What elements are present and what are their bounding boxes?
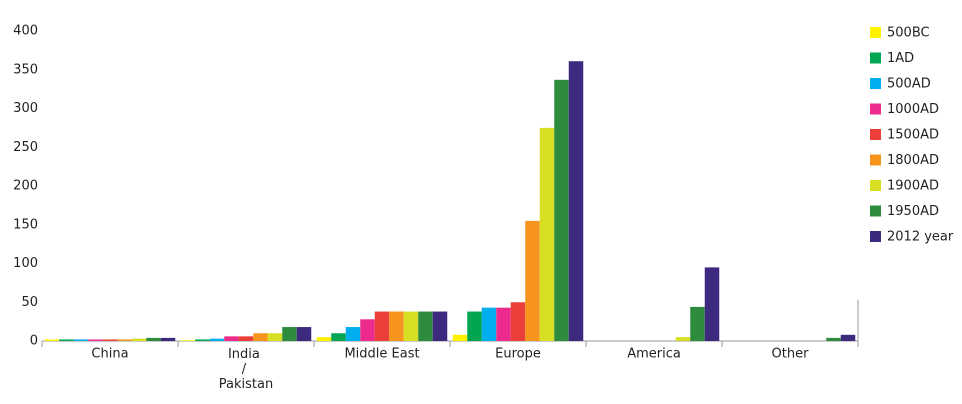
bar — [481, 307, 497, 341]
bar — [418, 311, 433, 341]
legend-label: 500AD — [887, 77, 931, 92]
bar — [316, 337, 332, 341]
bar — [554, 79, 569, 341]
bar — [238, 336, 254, 341]
legend-label: 1000AD — [887, 102, 939, 117]
bar — [568, 61, 584, 341]
legend-swatch — [870, 52, 881, 64]
bar — [88, 339, 103, 341]
bar — [102, 339, 118, 341]
bar — [224, 336, 239, 341]
x-tick-label: Europe — [495, 347, 541, 362]
bar — [525, 220, 540, 341]
bar — [345, 327, 361, 341]
bar — [826, 337, 841, 341]
x-tick-label: Middle East — [344, 347, 419, 362]
bar — [282, 327, 297, 341]
bar — [117, 339, 132, 341]
bar — [59, 339, 74, 341]
legend-label: 1900AD — [887, 179, 939, 194]
bar — [675, 337, 691, 341]
legend-label: 1800AD — [887, 153, 939, 168]
legend-label: 500BC — [887, 26, 930, 41]
legend-swatch — [870, 231, 881, 242]
legend-label: 1500AD — [887, 128, 939, 143]
legend-swatch — [870, 129, 881, 140]
bar — [253, 333, 268, 341]
bar — [73, 339, 89, 341]
legend-swatch — [870, 154, 881, 166]
legend-swatch — [870, 103, 881, 115]
legend-label: 1AD — [887, 51, 914, 66]
y-tick-label: 50 — [21, 295, 38, 310]
y-tick-label: 400 — [13, 24, 38, 39]
y-tick-label: 350 — [13, 62, 38, 77]
legend-swatch — [870, 27, 881, 38]
y-tick-label: 0 — [30, 334, 38, 349]
y-tick-label: 150 — [13, 217, 38, 232]
x-tick-label: China — [91, 347, 128, 362]
x-tick-label: Other — [772, 347, 810, 362]
bar — [510, 302, 526, 341]
bar — [360, 319, 375, 341]
bar — [840, 334, 856, 341]
bar — [296, 327, 312, 341]
bar — [195, 339, 210, 341]
legend-swatch — [870, 78, 881, 89]
bar — [44, 339, 60, 341]
x-tick-label: America — [627, 347, 681, 362]
bar — [496, 307, 511, 341]
bar — [160, 337, 176, 341]
legend-label: 2012 year — [887, 230, 954, 245]
bar — [452, 334, 468, 341]
y-tick-label: 100 — [13, 256, 38, 271]
bar — [403, 311, 419, 341]
x-tick-label: India / Pakistan — [219, 347, 273, 392]
y-tick-label: 300 — [13, 101, 38, 116]
bar — [432, 311, 448, 341]
bar — [146, 337, 161, 341]
bar — [704, 267, 720, 341]
bar — [690, 306, 705, 341]
bar — [131, 338, 147, 341]
bar — [539, 127, 555, 341]
legend-swatch — [870, 205, 881, 217]
legend-label: 1950AD — [887, 204, 939, 219]
bar — [267, 333, 283, 341]
y-tick-label: 250 — [13, 140, 38, 155]
bar — [331, 333, 346, 341]
bar — [389, 311, 404, 341]
bar — [374, 311, 390, 341]
bar — [209, 338, 225, 341]
y-tick-label: 200 — [13, 179, 38, 194]
bar — [180, 340, 196, 341]
legend-swatch — [870, 180, 881, 191]
bar — [467, 311, 482, 341]
